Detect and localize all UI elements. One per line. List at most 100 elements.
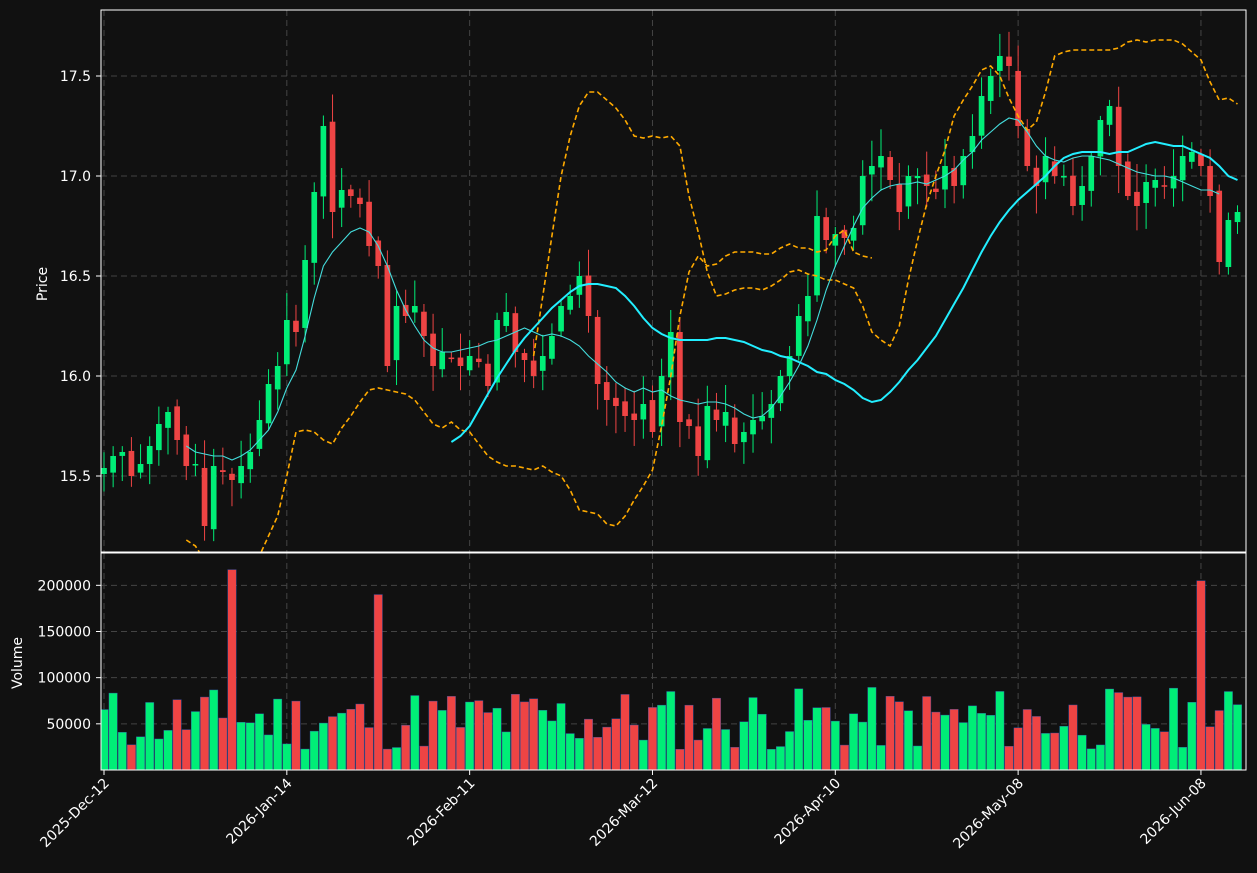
volume-bar <box>584 718 593 770</box>
long-moving-average-line <box>450 140 1238 443</box>
volume-bar <box>730 747 740 770</box>
volume-bar <box>748 697 758 770</box>
candle-body <box>923 174 930 186</box>
volume-bar <box>437 710 447 770</box>
candle-body <box>210 466 217 530</box>
volume-bar <box>1068 704 1078 770</box>
volume-bar <box>940 714 950 770</box>
price-tick-label: 16.0 <box>60 369 91 385</box>
candle-body <box>1097 120 1104 157</box>
bollinger-upper-line <box>532 39 1238 357</box>
volume-bar <box>474 700 484 770</box>
candle-body <box>622 401 628 416</box>
volume-bar <box>1059 726 1069 770</box>
volume-bar <box>117 732 127 770</box>
volume-bar <box>529 698 539 770</box>
candle-body <box>229 473 235 480</box>
candle-body <box>786 356 793 377</box>
volume-bar <box>1105 688 1114 770</box>
volume-bar <box>282 743 292 770</box>
volume-bar <box>318 722 328 770</box>
volume-bar <box>264 734 273 770</box>
candle-body <box>823 217 829 240</box>
candle-body <box>1006 56 1012 66</box>
candle-body <box>220 470 226 472</box>
candles <box>101 31 1241 542</box>
volume-bar <box>648 707 657 770</box>
candle-body <box>1179 156 1186 181</box>
candle-body <box>265 384 272 424</box>
volume-bar <box>776 746 785 770</box>
volume-bar <box>520 701 529 770</box>
candle-body <box>1198 154 1204 166</box>
volume-bar <box>1050 732 1060 770</box>
volume-bar <box>840 744 849 770</box>
candle-body <box>439 352 446 370</box>
volume-bar <box>382 748 392 770</box>
volume-bar <box>849 713 858 770</box>
volume-tick-label: 50000 <box>46 717 91 733</box>
candle-body <box>119 452 126 456</box>
candle-body <box>1152 180 1159 188</box>
candle-body <box>613 397 619 406</box>
candle-body <box>1207 166 1213 196</box>
volume-bar <box>1132 696 1142 770</box>
volume-bar <box>958 722 968 770</box>
candle-body <box>192 464 199 466</box>
candle-body <box>987 76 994 101</box>
candle-body <box>101 468 107 474</box>
price-panel: 15.5 16.0 16.5 17.0 17.5 <box>60 9 1247 553</box>
volume-bar <box>931 711 941 770</box>
volume-bar <box>547 720 557 770</box>
volume-bar <box>1223 691 1233 770</box>
candle-body <box>914 176 921 179</box>
candle-body <box>302 260 308 328</box>
candle-body <box>293 320 299 332</box>
volume-tick-label: 200000 <box>38 578 91 594</box>
candle-body <box>704 406 711 461</box>
volume-bar <box>209 689 219 770</box>
candle-body <box>1106 106 1113 125</box>
volume-bar <box>766 748 776 770</box>
candle-body <box>1060 176 1067 178</box>
candle-body <box>549 336 555 359</box>
candle-body <box>640 404 647 420</box>
volume-bar <box>611 718 621 770</box>
candle-body <box>750 420 756 435</box>
volume-bar <box>785 731 794 770</box>
volume-bar <box>355 703 365 770</box>
price-tick-label: 15.5 <box>60 469 91 485</box>
volume-axis-label: Volume <box>10 637 26 689</box>
volume-bar <box>428 700 438 770</box>
candle-body <box>594 316 601 384</box>
volume-bar <box>181 729 191 770</box>
volume-bar <box>620 694 630 770</box>
volume-bar <box>309 730 319 770</box>
volume-bar <box>1141 724 1151 770</box>
candle-body <box>475 358 482 362</box>
volume-bar <box>401 724 411 770</box>
volume-bar <box>1123 696 1133 770</box>
volume-bar <box>1233 704 1242 770</box>
candle-body <box>1088 156 1095 191</box>
volume-bar <box>510 694 520 770</box>
volume-bar <box>666 691 676 770</box>
candle-body <box>1024 129 1031 166</box>
volume-panel: 50000 100000 150000 200000 <box>38 552 1247 771</box>
candle-body <box>366 201 372 246</box>
volume-bar <box>693 739 703 770</box>
volume-bar <box>593 737 603 770</box>
volume-bar <box>1214 710 1224 770</box>
volume-bar <box>364 727 374 770</box>
volume-bar <box>127 744 136 770</box>
candle-body <box>631 413 638 420</box>
candle-body <box>942 166 948 190</box>
candle-body <box>997 56 1003 71</box>
volume-bar <box>803 720 813 770</box>
volume-bar <box>1086 748 1096 770</box>
volume-tick-label: 150000 <box>38 624 91 640</box>
candle-body <box>274 366 281 390</box>
volume-bar <box>300 748 310 770</box>
candle-body <box>110 456 116 473</box>
volume-bar <box>574 738 584 770</box>
